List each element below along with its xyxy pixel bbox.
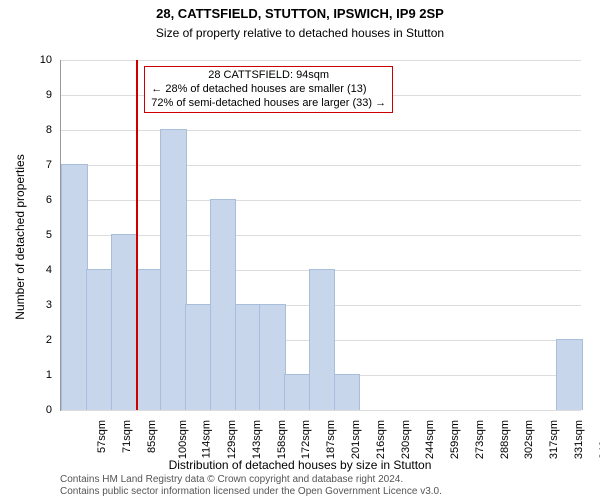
callout-line: 72% of semi-detached houses are larger (… bbox=[151, 97, 386, 111]
x-tick-label: 129sqm bbox=[226, 420, 238, 459]
callout-line: 28 CATTSFIELD: 94sqm bbox=[151, 69, 386, 83]
x-tick-label: 57sqm bbox=[96, 420, 108, 453]
bar bbox=[210, 199, 236, 410]
footer-line-2: Contains public sector information licen… bbox=[60, 486, 580, 498]
grid-line bbox=[61, 165, 581, 166]
chart-container: 28, CATTSFIELD, STUTTON, IPSWICH, IP9 2S… bbox=[0, 0, 600, 500]
x-tick-label: 85sqm bbox=[146, 420, 158, 453]
x-tick-label: 244sqm bbox=[424, 420, 436, 459]
bar bbox=[160, 129, 186, 410]
y-tick-label: 9 bbox=[0, 89, 52, 101]
x-axis-label: Distribution of detached houses by size … bbox=[0, 458, 600, 472]
y-tick-label: 1 bbox=[0, 369, 52, 381]
chart-title: 28, CATTSFIELD, STUTTON, IPSWICH, IP9 2S… bbox=[0, 6, 600, 21]
y-axis-ticks: 012345678910 bbox=[0, 60, 56, 410]
x-tick-label: 331sqm bbox=[573, 420, 585, 459]
bar bbox=[334, 374, 360, 410]
grid-line bbox=[61, 60, 581, 61]
x-tick-label: 172sqm bbox=[301, 420, 313, 459]
bar bbox=[136, 269, 162, 410]
grid-line bbox=[61, 200, 581, 201]
chart-footer: Contains HM Land Registry data © Crown c… bbox=[60, 474, 580, 498]
x-axis-ticks: 57sqm 71sqm 85sqm 100sqm 114sqm 129sqm 143sqm 1… bbox=[60, 412, 580, 462]
chart-subtitle: Size of property relative to detached ho… bbox=[0, 26, 600, 40]
x-tick-label: 230sqm bbox=[400, 420, 412, 459]
y-tick-label: 5 bbox=[0, 229, 52, 241]
bar bbox=[309, 269, 335, 410]
plot-area: 28 CATTSFIELD: 94sqm← 28% of detached ho… bbox=[60, 60, 581, 411]
y-tick-label: 2 bbox=[0, 334, 52, 346]
y-tick-label: 3 bbox=[0, 299, 52, 311]
footer-line-1: Contains HM Land Registry data © Crown c… bbox=[60, 474, 580, 486]
reference-line bbox=[136, 60, 138, 410]
x-tick-label: 187sqm bbox=[325, 420, 337, 459]
x-tick-label: 114sqm bbox=[201, 420, 213, 458]
x-tick-label: 143sqm bbox=[251, 420, 263, 459]
x-tick-label: 216sqm bbox=[375, 420, 387, 459]
x-tick-label: 317sqm bbox=[548, 420, 560, 459]
x-tick-label: 259sqm bbox=[449, 420, 461, 459]
x-tick-label: 100sqm bbox=[177, 420, 189, 459]
x-tick-label: 288sqm bbox=[499, 420, 511, 459]
y-tick-label: 8 bbox=[0, 124, 52, 136]
bar bbox=[111, 234, 137, 410]
x-tick-label: 302sqm bbox=[523, 420, 535, 459]
x-tick-label: 201sqm bbox=[350, 420, 362, 459]
x-tick-label: 158sqm bbox=[276, 420, 288, 459]
bar bbox=[86, 269, 112, 410]
bar bbox=[185, 304, 211, 410]
grid-line bbox=[61, 130, 581, 131]
bar bbox=[235, 304, 261, 410]
x-tick-label: 71sqm bbox=[121, 420, 133, 453]
y-tick-label: 10 bbox=[0, 54, 52, 66]
bar bbox=[61, 164, 87, 410]
bar bbox=[259, 304, 285, 410]
callout-box: 28 CATTSFIELD: 94sqm← 28% of detached ho… bbox=[144, 66, 393, 113]
x-tick-label: 273sqm bbox=[474, 420, 486, 459]
grid-line bbox=[61, 410, 581, 411]
y-tick-label: 6 bbox=[0, 194, 52, 206]
bar bbox=[284, 374, 310, 410]
y-tick-label: 7 bbox=[0, 159, 52, 171]
grid-line bbox=[61, 235, 581, 236]
bar bbox=[556, 339, 582, 410]
y-tick-label: 4 bbox=[0, 264, 52, 276]
y-tick-label: 0 bbox=[0, 404, 52, 416]
callout-line: ← 28% of detached houses are smaller (13… bbox=[151, 83, 386, 97]
